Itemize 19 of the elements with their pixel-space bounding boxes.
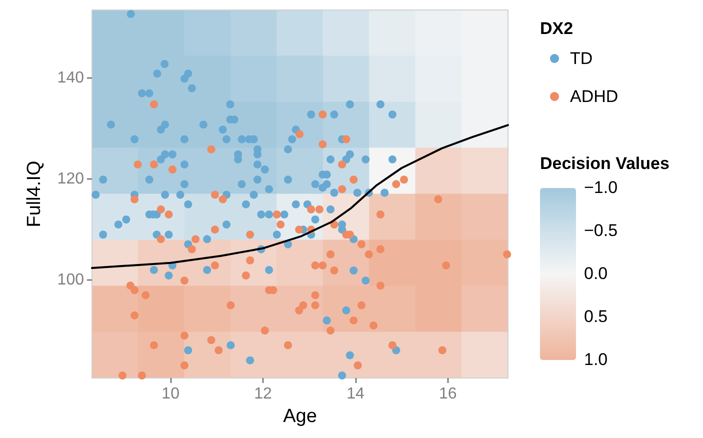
x-tick-label: 16 xyxy=(439,386,457,402)
color-bar-label: 1.0 xyxy=(584,350,608,369)
line-series xyxy=(91,124,509,269)
color-bar-label: −1.0 xyxy=(584,178,618,197)
color-bar-label: 0.5 xyxy=(584,307,608,326)
y-tick-label: 120 xyxy=(57,170,84,188)
color-bar-label: 0.0 xyxy=(584,264,608,283)
x-tick-label: 14 xyxy=(346,386,364,402)
y-tick-label: 140 xyxy=(57,70,84,87)
x-tick-label: 12 xyxy=(254,386,272,402)
legend-title: DX2 xyxy=(540,19,574,38)
y-tick-label: 100 xyxy=(57,272,84,289)
color-bar-title: Decision Values xyxy=(540,154,670,173)
color-bar-label: −0.5 xyxy=(584,221,618,240)
legend-label: TD xyxy=(570,49,593,68)
x-axis-title: Age xyxy=(283,406,317,427)
x-tick-label: 10 xyxy=(162,386,180,402)
y-axis-title: Full4.IQ xyxy=(24,160,45,228)
legend-label: ADHD xyxy=(570,87,618,106)
